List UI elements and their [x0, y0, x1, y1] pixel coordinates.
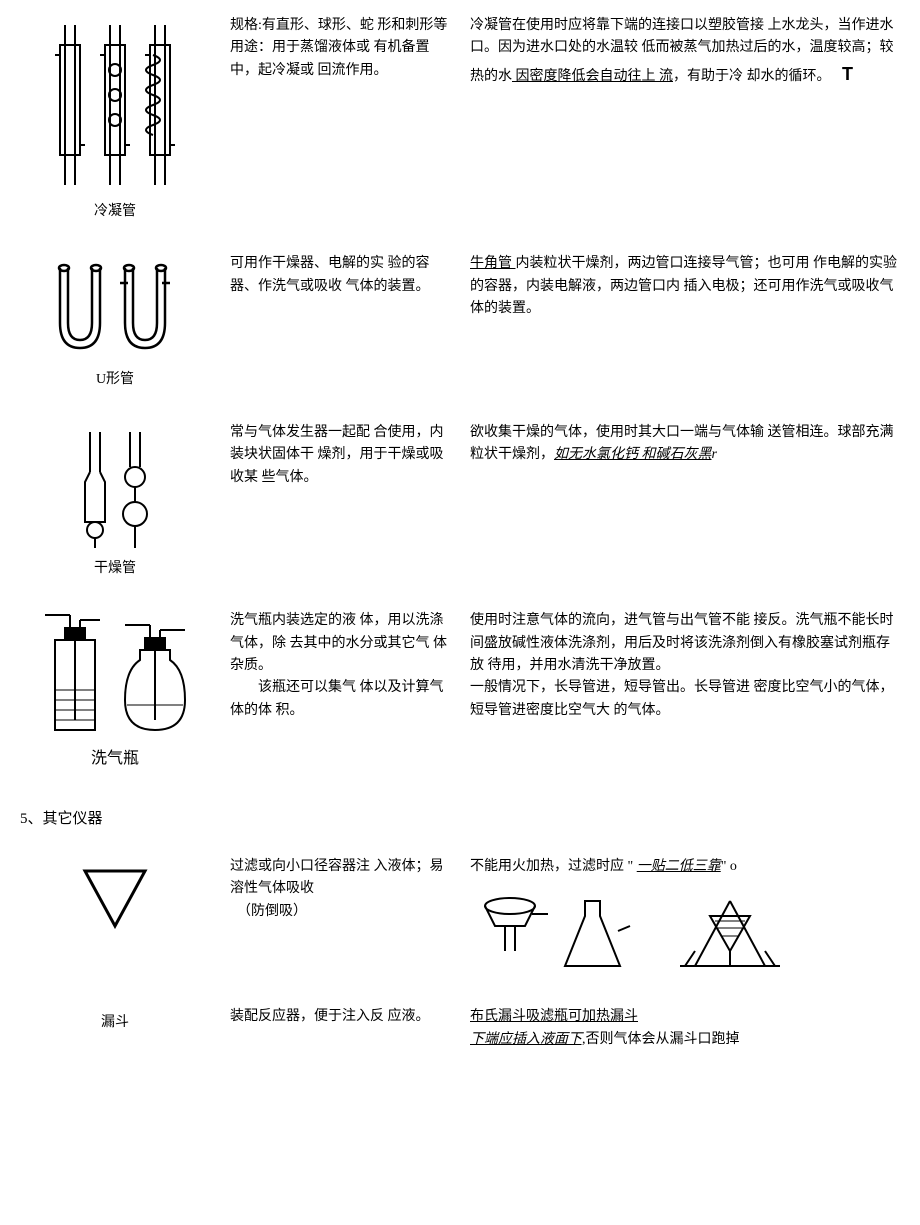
funnel-note1-prefix: 不能用火加热，过滤时应 ": [470, 859, 637, 874]
row-utube: U形管 可用作干燥器、电解的实 验的容器、作洗气或吸收 气体的装置。 牛角管 内…: [10, 248, 910, 396]
funnel-note2: 布氏漏斗吸滤瓶可加热漏斗 下端应插入液面下,否则气体会从漏斗口跑掉: [460, 1001, 910, 1056]
utube-note: 牛角管 内装粒状干燥剂，两边管口连接导气管；也可用 作电解的实验的容器，内装电解…: [460, 248, 910, 325]
utube-figure: U形管: [10, 248, 220, 396]
row-washbottle: 洗气瓶 洗气瓶内装选定的液 体，用以洗涤气体，除 去其中的水分或其它气 体杂质。…: [10, 605, 910, 777]
funnel-note2-line2rest: 否则气体会从漏斗口跑掉: [586, 1032, 740, 1047]
funnel-note1-underline: 一贴二低三靠: [637, 859, 721, 874]
drytube-desc: 常与气体发生器一起配 合使用，内装块状固体干 燥剂，用于干燥或吸收某 些气体。: [220, 417, 460, 494]
washbottle-caption: 洗气瓶: [15, 746, 215, 772]
drytube-caption: 干燥管: [15, 558, 215, 580]
row-condenser: 冷凝管 规格:有直形、球形、蛇 形和刺形等 用途：用于蒸馏液体或 有机备置中，起…: [10, 10, 910, 228]
condenser-desc: 规格:有直形、球形、蛇 形和刺形等 用途：用于蒸馏液体或 有机备置中，起冷凝或 …: [220, 10, 460, 87]
funnel-caption: 漏斗: [15, 1012, 215, 1034]
utube-note-lead: 牛角管: [470, 256, 516, 271]
row-drytube: 干燥管 常与气体发生器一起配 合使用，内装块状固体干 燥剂，用于干燥或吸收某 些…: [10, 417, 910, 585]
tail-symbol: T: [842, 64, 853, 84]
funnel-caption-cell: 漏斗: [10, 1001, 220, 1051]
washbottle-desc: 洗气瓶内装选定的液 体，用以洗涤气体，除 去其中的水分或其它气 体杂质。 该瓶还…: [220, 605, 460, 727]
funnel-aux-icon: [470, 886, 790, 976]
funnel-note1-suffix: " o: [721, 859, 737, 874]
funnel-desc1: 过滤或向小口径容器注 入液体；易溶性气体吸收 （防倒吸）: [220, 851, 460, 928]
funnel-figure: [10, 851, 220, 941]
funnel-note2-line1: 布氏漏斗吸滤瓶可加热漏斗: [470, 1006, 900, 1028]
condenser-icon: [40, 15, 190, 195]
condenser-note-underline: 因密度降低会自动往上 流: [512, 69, 673, 84]
utube-note-body: 内装粒状干燥剂，两边管口连接导气管；也可用 作电解的实验的容器，内装电解液，两边…: [470, 256, 897, 316]
funnel-desc2: 装配反应器，便于注入反 应液。: [220, 1001, 460, 1033]
funnel-note2-line2u: 下端应插入液面下,: [470, 1032, 586, 1047]
funnel-note1: 不能用火加热，过滤时应 " 一贴二低三靠" o: [460, 851, 910, 981]
condenser-caption: 冷凝管: [15, 201, 215, 223]
washbottle-icon: [30, 610, 200, 740]
drytube-note: 欲收集干燥的气体，使用时其大口一端与气体输 送管相连。球部充满粒状干燥剂，如无水…: [460, 417, 910, 472]
row-funnel-1: 过滤或向小口径容器注 入液体；易溶性气体吸收 （防倒吸） 不能用火加热，过滤时应…: [10, 851, 910, 981]
condenser-note: 冷凝管在使用时应将靠下端的连接口以塑胶管接 上水龙头，当作进水口。因为进水口处的…: [460, 10, 910, 94]
washbottle-figure: 洗气瓶: [10, 605, 220, 777]
utube-desc: 可用作干燥器、电解的实 验的容器、作洗气或吸收 气体的装置。: [220, 248, 460, 303]
drytube-figure: 干燥管: [10, 417, 220, 585]
utube-caption: U形管: [15, 369, 215, 391]
funnel-triangle-icon: [65, 856, 165, 936]
condenser-note-suffix: ，有助于冷 却水的循环。: [673, 69, 831, 84]
section-title-other: 5、其它仪器: [20, 807, 910, 831]
drytube-icon: [55, 422, 175, 552]
drytube-note-iu: 如无水氯化钙 和碱石灰黑: [554, 447, 712, 462]
drytube-note-suffix: r: [712, 447, 717, 462]
condenser-figure: 冷凝管: [10, 10, 220, 228]
row-funnel-2: 漏斗 装配反应器，便于注入反 应液。 布氏漏斗吸滤瓶可加热漏斗 下端应插入液面下…: [10, 1001, 910, 1056]
washbottle-note: 使用时注意气体的流向，进气管与出气管不能 接反。洗气瓶不能长时间盛放碱性液体洗涤…: [460, 605, 910, 727]
utube-icon: [40, 253, 190, 363]
